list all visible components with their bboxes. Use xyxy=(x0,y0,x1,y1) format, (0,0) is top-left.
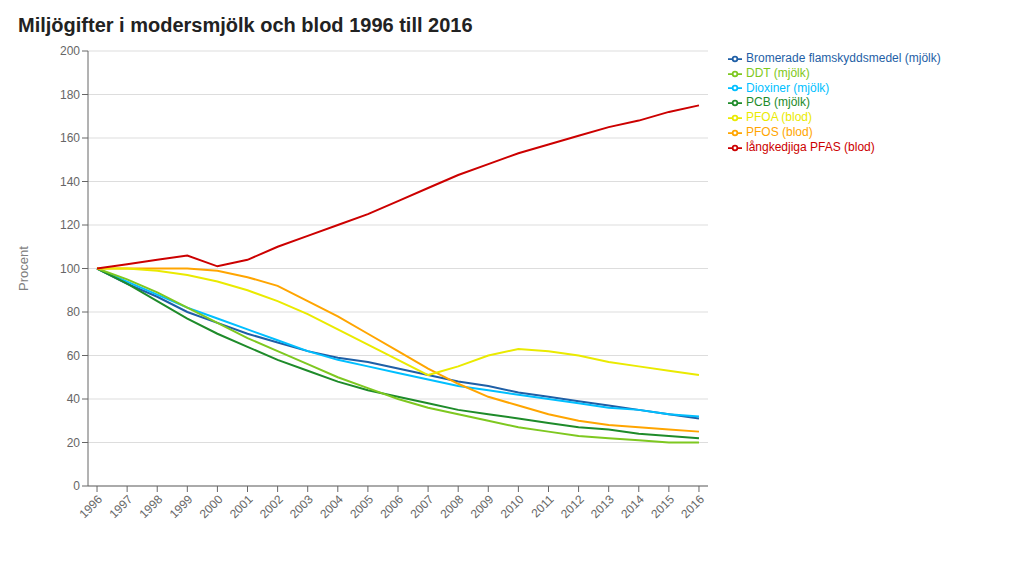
svg-text:2000: 2000 xyxy=(197,492,226,521)
svg-text:2015: 2015 xyxy=(648,492,677,521)
svg-text:2005: 2005 xyxy=(347,492,376,521)
svg-text:1998: 1998 xyxy=(137,492,166,521)
svg-text:2002: 2002 xyxy=(257,492,286,521)
svg-text:60: 60 xyxy=(67,349,81,363)
svg-text:120: 120 xyxy=(60,218,80,232)
svg-text:1999: 1999 xyxy=(167,492,196,521)
html-text:DDT (mjölk): DDT (mjölk) xyxy=(746,65,810,80)
svg-text:1996: 1996 xyxy=(76,492,105,521)
html-text:Bromerade flamskyddsmedel (mjö: Bromerade flamskyddsmedel (mjölk) xyxy=(746,51,941,65)
svg-text:2004: 2004 xyxy=(317,492,346,521)
html-text:PFOA (blod): PFOA (blod) xyxy=(746,110,812,125)
svg-text:180: 180 xyxy=(60,88,80,102)
svg-text:20: 20 xyxy=(67,436,81,450)
svg-text:2007: 2007 xyxy=(407,492,436,521)
svg-text:2012: 2012 xyxy=(558,492,587,521)
svg-text:160: 160 xyxy=(60,131,80,145)
svg-text:80: 80 xyxy=(67,305,81,319)
svg-text:2006: 2006 xyxy=(377,492,406,521)
html-text:PFOS (blod): PFOS (blod) xyxy=(746,125,813,140)
svg-text:2001: 2001 xyxy=(227,492,256,521)
svg-text:140: 140 xyxy=(60,175,80,189)
html-text:Dioxiner (mjölk): Dioxiner (mjölk) xyxy=(746,80,830,95)
svg-text:2008: 2008 xyxy=(438,492,467,521)
svg-text:2011: 2011 xyxy=(528,492,556,520)
svg-text:2009: 2009 xyxy=(468,492,497,521)
svg-text:2003: 2003 xyxy=(287,492,316,521)
svg-text:1997: 1997 xyxy=(106,492,135,521)
svg-text:200: 200 xyxy=(60,44,80,58)
svg-text:2013: 2013 xyxy=(588,492,617,521)
html-text:långkedjiga PFAS (blod): långkedjiga PFAS (blod) xyxy=(746,140,875,154)
html-text:Miljögifter i modersmjölk och: Miljögifter i modersmjölk och blod 1996 … xyxy=(18,14,473,36)
svg-text:0: 0 xyxy=(73,479,80,493)
svg-text:Procent: Procent xyxy=(16,246,31,291)
html-text:PCB (mjölk): PCB (mjölk) xyxy=(746,95,810,110)
svg-text:2010: 2010 xyxy=(498,492,527,521)
svg-text:2016: 2016 xyxy=(678,492,707,521)
svg-text:2014: 2014 xyxy=(618,492,647,521)
svg-text:40: 40 xyxy=(67,392,81,406)
svg-text:100: 100 xyxy=(60,262,80,276)
